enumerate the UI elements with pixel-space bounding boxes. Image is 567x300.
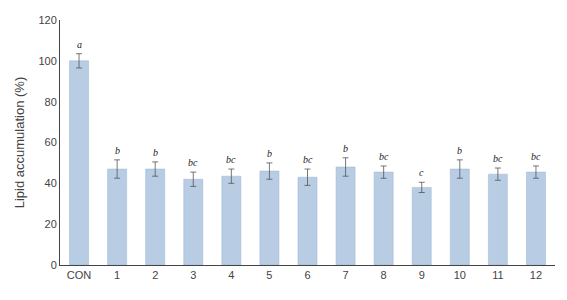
svg-text:2: 2 bbox=[152, 269, 158, 281]
svg-text:b: b bbox=[457, 145, 462, 156]
svg-text:4: 4 bbox=[228, 269, 234, 281]
svg-text:bc: bc bbox=[531, 151, 541, 162]
svg-text:10: 10 bbox=[454, 269, 466, 281]
svg-text:80: 80 bbox=[45, 96, 57, 108]
svg-text:a: a bbox=[77, 39, 82, 50]
svg-text:b: b bbox=[153, 147, 158, 158]
svg-text:b: b bbox=[343, 143, 348, 154]
svg-text:6: 6 bbox=[304, 269, 310, 281]
svg-text:20: 20 bbox=[45, 218, 57, 230]
svg-text:bc: bc bbox=[226, 154, 236, 165]
svg-text:bc: bc bbox=[188, 157, 198, 168]
svg-text:12: 12 bbox=[530, 269, 542, 281]
svg-text:Lipid accumulation (%): Lipid accumulation (%) bbox=[12, 77, 27, 209]
svg-text:11: 11 bbox=[492, 269, 503, 281]
svg-text:60: 60 bbox=[45, 136, 57, 148]
svg-text:120: 120 bbox=[38, 14, 56, 26]
svg-text:8: 8 bbox=[381, 269, 387, 281]
svg-text:1: 1 bbox=[114, 269, 120, 281]
svg-text:b: b bbox=[115, 145, 120, 156]
svg-text:100: 100 bbox=[38, 55, 56, 67]
svg-text:7: 7 bbox=[343, 269, 349, 281]
svg-text:9: 9 bbox=[419, 269, 425, 281]
svg-text:0: 0 bbox=[51, 259, 57, 271]
svg-text:40: 40 bbox=[45, 177, 57, 189]
svg-text:CON: CON bbox=[67, 269, 92, 281]
svg-text:bc: bc bbox=[303, 154, 313, 165]
svg-text:c: c bbox=[419, 167, 424, 178]
svg-text:bc: bc bbox=[379, 151, 389, 162]
svg-text:3: 3 bbox=[190, 269, 196, 281]
svg-text:5: 5 bbox=[266, 269, 272, 281]
svg-text:b: b bbox=[267, 148, 272, 159]
svg-text:bc: bc bbox=[493, 153, 503, 164]
